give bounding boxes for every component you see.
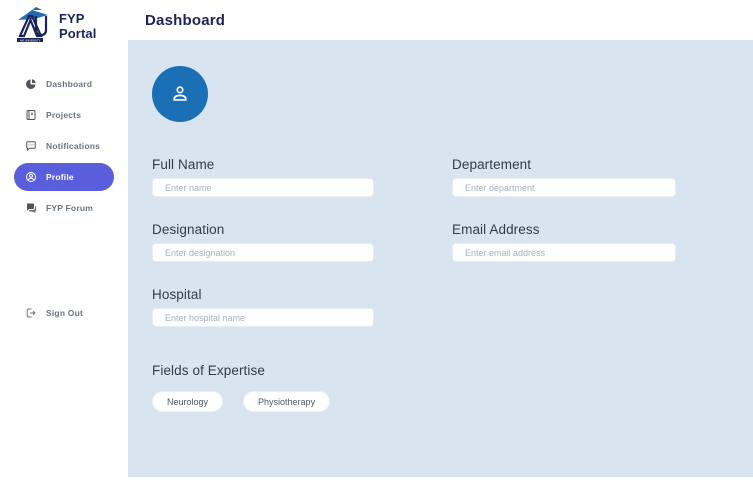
brand: AIR UNIVERSITY FYP Portal <box>0 0 128 50</box>
main-area: Dashboard Full Name Departement <box>128 0 753 484</box>
sidebar-item-label: Dashboard <box>46 78 93 89</box>
top-bar: Dashboard <box>128 0 753 40</box>
forum-icon <box>25 202 37 214</box>
chat-dots-icon <box>25 140 37 152</box>
sidebar-item-profile[interactable]: Profile <box>14 162 114 191</box>
air-university-logo-icon: AIR UNIVERSITY <box>12 6 52 46</box>
field-label: Hospital <box>152 287 202 302</box>
field-label: Email Address <box>452 222 540 237</box>
sidebar: AIR UNIVERSITY FYP Portal Dashboard Proj… <box>0 0 128 484</box>
full-name-input[interactable] <box>152 178 374 197</box>
field-label: Departement <box>452 157 532 172</box>
department-input[interactable] <box>452 178 676 197</box>
field-department: Departement <box>452 157 676 197</box>
person-icon <box>173 86 187 101</box>
sidebar-item-label: Notifications <box>46 140 101 151</box>
sign-out-button[interactable]: Sign Out <box>14 299 114 327</box>
field-label: Designation <box>152 222 225 237</box>
sidebar-item-label: FYP Forum <box>46 202 93 213</box>
field-full-name: Full Name <box>152 157 374 197</box>
brand-title: FYP Portal <box>59 11 97 41</box>
sidebar-item-label: Projects <box>46 109 82 120</box>
user-circle-icon <box>25 171 37 183</box>
sidebar-item-dashboard[interactable]: Dashboard <box>14 70 114 98</box>
field-designation: Designation <box>152 222 374 262</box>
sidebar-item-label: Profile <box>46 171 74 182</box>
notebook-icon <box>25 109 37 121</box>
field-spacer <box>452 287 676 327</box>
expertise-tag-neurology[interactable]: Neurology <box>152 391 224 412</box>
sidebar-item-projects[interactable]: Projects <box>14 101 114 129</box>
sidebar-item-fyp-forum[interactable]: FYP Forum <box>14 194 114 222</box>
logout-icon <box>25 307 37 319</box>
field-hospital: Hospital <box>152 287 374 327</box>
expertise-tag-physiotherapy[interactable]: Physiotherapy <box>243 391 331 412</box>
designation-input[interactable] <box>152 243 374 262</box>
sidebar-item-notifications[interactable]: Notifications <box>14 132 114 160</box>
logo-subtext: AIR UNIVERSITY <box>20 38 41 42</box>
pie-chart-icon <box>25 78 37 90</box>
sign-out-label: Sign Out <box>46 308 84 318</box>
profile-content-panel: Full Name Departement Designation Email … <box>128 40 753 477</box>
field-label: Full Name <box>152 157 215 172</box>
expertise-label: Fields of Expertise <box>152 363 265 378</box>
profile-avatar[interactable] <box>152 66 208 122</box>
hospital-input[interactable] <box>152 308 374 327</box>
page-title: Dashboard <box>145 11 226 29</box>
sidebar-nav: Dashboard Projects Notifications Profile <box>0 68 128 329</box>
expertise-tags: Neurology Physiotherapy <box>152 391 753 412</box>
profile-form: Full Name Departement Designation Email … <box>152 157 676 327</box>
email-input[interactable] <box>452 243 676 262</box>
expertise-section: Fields of Expertise Neurology Physiother… <box>152 363 753 412</box>
field-email: Email Address <box>452 222 676 262</box>
